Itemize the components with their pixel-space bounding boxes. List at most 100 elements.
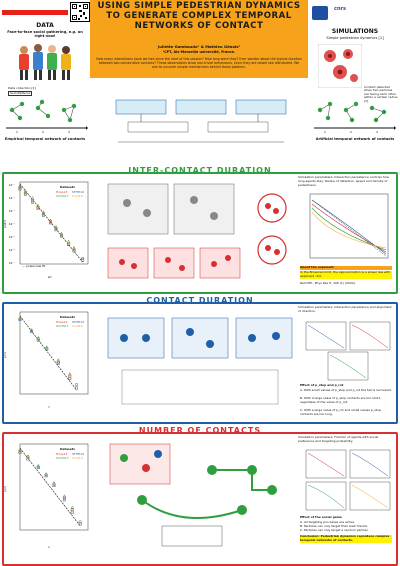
- y-tick-label: 10⁻⁵: [9, 235, 15, 239]
- data-point-hosp13: [74, 382, 79, 387]
- about-exponent-text: In the Brownian limit, the approximation…: [300, 270, 392, 279]
- inter-sim-plot-icon: [309, 193, 389, 259]
- data-point-sfhh14: [68, 377, 72, 380]
- university-logo-icon: [312, 6, 328, 20]
- data-point-iccss17: [62, 494, 67, 498]
- data-point-conf19: [45, 346, 49, 350]
- data-point-sfhh14: [62, 498, 66, 502]
- contact-legend-item: SFHH14: [72, 320, 84, 324]
- contact-effect-line: B. With a large value of p_stop contacts…: [300, 396, 381, 404]
- plot-frame: [19, 181, 89, 265]
- number-plot: [18, 443, 89, 531]
- contact-legend-item: Conf19: [72, 324, 83, 328]
- data-point-conf19: [52, 482, 56, 487]
- number-effect-line: C. Particles can only target a random pa…: [300, 528, 369, 532]
- data-point-conf19: [41, 212, 46, 217]
- data-point-conf19: [29, 328, 34, 333]
- data-point-conf19: [30, 199, 35, 203]
- number-effect-line: A. All targeting processes are active.: [300, 520, 356, 524]
- inter-legend-item: ICCSS17: [56, 194, 69, 198]
- empirical-network-icon: [6, 99, 88, 130]
- data-point-conf19: [56, 359, 61, 363]
- number-x-label: n: [48, 545, 50, 549]
- sociopatterns-badge[interactable]: SocioPatterns: [8, 91, 33, 97]
- contact-schematic-icon: [107, 317, 293, 405]
- number-legend-item: Hosp13: [56, 452, 68, 456]
- data-point-iccss17: [36, 203, 40, 208]
- inter-fit-label: — power-law fit: [22, 264, 46, 268]
- authors: Juliette Gambaudo¹ & Mathieu Génois¹: [157, 44, 241, 49]
- data-point-conf19: [18, 316, 22, 321]
- contact-note: Simulation parameters: Interaction persi…: [298, 305, 392, 313]
- data-point-sfhh14: [72, 249, 76, 253]
- y-tick-label: 10⁻¹: [9, 183, 15, 187]
- data-point-sfhh14: [54, 228, 58, 232]
- data-point-sfhh14: [78, 522, 82, 526]
- number-legend-item: SFHH14: [72, 452, 84, 456]
- contact-box: [2, 302, 398, 424]
- inter-legend-title: Datasets: [60, 185, 76, 189]
- number-y-label: p(n): [3, 485, 7, 492]
- inter-y-label: p(Δτ): [3, 219, 7, 228]
- contact-sim-plots-icon: [305, 321, 391, 381]
- contact-section-title: CONTACT DURATION: [0, 296, 400, 305]
- data-point-iccss17: [41, 210, 46, 214]
- data-point-conf19: [36, 464, 41, 469]
- data-point-sfhh14: [36, 466, 40, 470]
- contact-effect-line: A. With small values of p_stop and p_rot…: [300, 388, 392, 392]
- affiliation: ¹CPT, Aix-Marseille université, France.: [162, 50, 236, 54]
- number-note: Simulation parameters: Fraction of agent…: [298, 435, 379, 443]
- data-point-conf19: [54, 226, 58, 231]
- data-point-iccss17: [66, 239, 71, 244]
- inter-contact-plot: 10⁻¹ 10⁻² 10⁻³ 10⁻⁴ 10⁻⁵ 10⁻⁶ 10⁻⁷: [9, 181, 89, 265]
- sim-heading: SIMULATIONS: [331, 28, 379, 35]
- y-tick-label: 10⁻⁷: [9, 261, 15, 265]
- y-tick-label: 10⁻³: [9, 209, 15, 213]
- y-tick-label: 10⁻⁴: [9, 222, 15, 226]
- data-point-hosp13: [78, 520, 82, 524]
- inter-note: Simulation parameters: Interaction persi…: [298, 175, 389, 187]
- pedestrian-circles-icon: [318, 44, 362, 88]
- sim-tick-3: 3: [376, 130, 378, 134]
- data-point-iccss17: [18, 183, 22, 188]
- data-point-sfhh14: [18, 187, 22, 191]
- plot-frame: [19, 443, 89, 531]
- sim-caption: Artificial temporal network of contacts: [315, 137, 395, 141]
- number-box: [2, 432, 398, 566]
- data-point-sfhh14: [81, 258, 85, 262]
- data-point-conf19: [26, 455, 30, 460]
- conclusion-text: Conclusion: Pedestrian dynamics reproduc…: [300, 534, 392, 543]
- number-sim-plots-icon: [305, 449, 391, 511]
- data-point-conf19: [72, 248, 76, 252]
- data-point-sfhh14: [41, 213, 45, 217]
- data-point-conf19: [68, 373, 72, 377]
- inter-legend-item: Hosp13: [56, 190, 68, 194]
- data-point-iccss17: [59, 231, 64, 236]
- inter-contact-schematic-icon: [107, 183, 287, 279]
- data-point-iccss17: [72, 245, 76, 250]
- data-heading: DATA: [36, 22, 54, 29]
- contact-y-label: p(τ): [3, 351, 7, 358]
- data-point-conf19: [18, 449, 22, 454]
- data-point-conf19: [44, 472, 48, 477]
- contact-effect-line: C. With a large value of p_rot and small…: [300, 408, 382, 416]
- cnrs-logo: cnrs: [334, 6, 346, 12]
- fit-line: [19, 447, 81, 527]
- about-exponent-title: About the exponent: [300, 265, 392, 270]
- inter-contact-section-title: INTER-CONTACT DURATION: [0, 166, 400, 175]
- data-point-conf19: [36, 337, 40, 341]
- sim-tick-2: 2: [350, 130, 352, 134]
- data-tick-1: 1: [16, 130, 18, 134]
- data-subtitle: Face-to-face social gathering, e.g. on r…: [7, 30, 83, 39]
- sim-subtitle: Simple pedestrian dynamics [1]: [326, 36, 384, 40]
- method-schematic-icon: [115, 99, 287, 143]
- data-collection-label: Data collection [1]: [8, 86, 36, 90]
- data-point-iccss17: [52, 480, 56, 485]
- data-point-hosp13: [62, 496, 66, 500]
- data-point-conf19: [70, 508, 75, 513]
- qr-code-icon[interactable]: [70, 2, 90, 22]
- data-point-conf19: [36, 205, 40, 210]
- data-point-conf19: [18, 185, 22, 190]
- data-point-conf19: [48, 220, 53, 225]
